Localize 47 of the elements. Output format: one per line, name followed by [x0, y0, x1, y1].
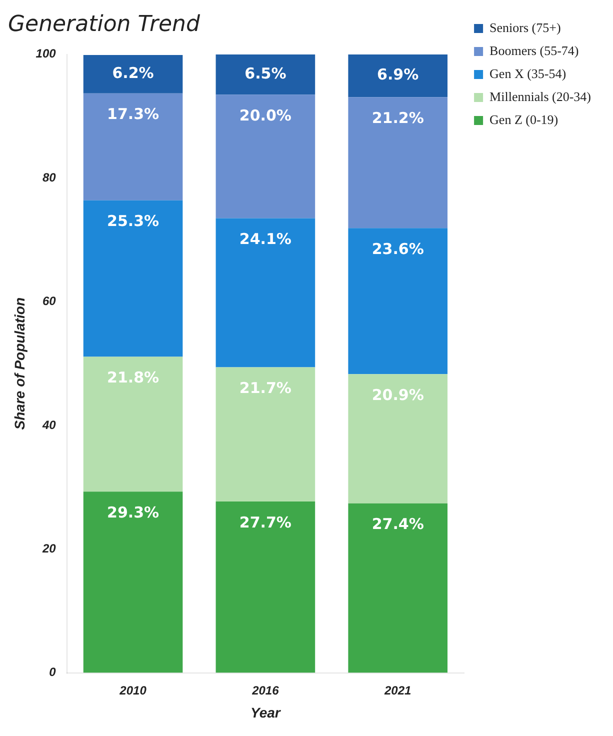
legend-label: Gen Z (0-19) [490, 112, 558, 127]
bar [216, 367, 316, 502]
bar [348, 503, 448, 673]
bar [83, 492, 183, 673]
legend-label: Seniors (75+) [490, 20, 561, 35]
bar [348, 374, 448, 504]
legend-label: Boomers (55-74) [490, 42, 579, 58]
y-tick-label: 20 [41, 541, 56, 556]
bar [83, 200, 183, 357]
data-label: 21.8% [107, 368, 160, 387]
y-tick-label: 80 [42, 170, 56, 184]
x-axis-title: Year [250, 704, 282, 720]
legend-label: Gen X (35-54) [490, 66, 566, 81]
y-axis-title: Share of Population [11, 297, 28, 430]
bar [83, 55, 183, 94]
data-label: 23.6% [372, 240, 424, 258]
bar [216, 502, 316, 673]
data-label: 25.3% [107, 212, 160, 230]
data-label: 17.3% [107, 105, 160, 124]
data-label: 29.3% [107, 504, 160, 522]
data-label: 20.0% [239, 106, 292, 124]
data-label: 6.2% [112, 64, 154, 82]
bar [216, 54, 316, 95]
y-tick-label: 60 [42, 294, 56, 308]
data-label: 6.9% [377, 66, 419, 84]
y-tick-label: 40 [41, 418, 56, 432]
chart-title: Generation Trend [8, 12, 201, 37]
legend-label: Millennials (20-34) [490, 88, 592, 104]
bar [216, 218, 316, 368]
x-tick-label: 2010 [118, 683, 147, 698]
bar [348, 97, 448, 228]
data-label: 21.7% [239, 379, 292, 398]
x-tick-label: 2016 [251, 683, 280, 698]
bar [348, 54, 448, 98]
y-tick-label: 100 [36, 46, 56, 61]
bar [83, 93, 183, 200]
data-label: 27.4% [372, 515, 424, 534]
data-label: 6.5% [244, 64, 286, 82]
data-label: 21.2% [372, 108, 424, 127]
bar [216, 94, 316, 218]
y-tick-label: 0 [49, 665, 56, 680]
data-label: 20.9% [372, 386, 424, 404]
data-label: 24.1% [239, 230, 292, 248]
bar [348, 228, 448, 374]
bar [83, 356, 183, 492]
data-label: 27.7% [239, 513, 292, 532]
x-tick-label: 2021 [383, 683, 412, 698]
